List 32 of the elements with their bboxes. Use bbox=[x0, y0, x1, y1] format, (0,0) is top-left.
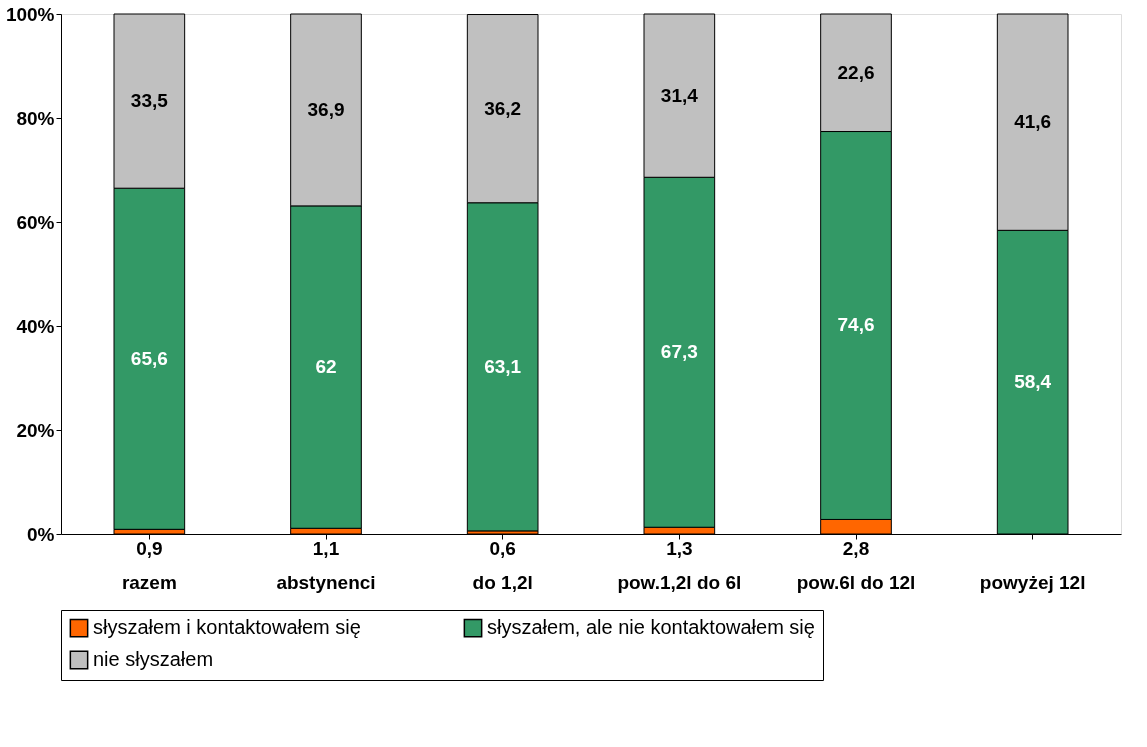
data-label: 31,4 bbox=[660, 84, 699, 106]
y-tick-label: 0% bbox=[27, 523, 55, 545]
data-label: 22,6 bbox=[837, 61, 875, 83]
data-label: 67,3 bbox=[660, 341, 698, 363]
y-tick-label: 100% bbox=[5, 3, 55, 25]
data-label: 74,6 bbox=[837, 314, 875, 336]
data-label: 1,1 bbox=[312, 538, 340, 559]
data-label: 65,6 bbox=[130, 347, 168, 369]
data-label: 62 bbox=[315, 356, 337, 378]
x-tick-label: powyżej 12l bbox=[979, 571, 1086, 593]
data-label: 2,8 bbox=[842, 538, 870, 559]
data-label: 0,9 bbox=[136, 538, 163, 559]
legend-label: słyszałem i kontaktowałem się bbox=[93, 616, 361, 639]
y-tick-label: 40% bbox=[16, 315, 55, 337]
y-tick-label: 80% bbox=[16, 107, 55, 129]
legend-label: słyszałem, ale nie kontaktowałem się bbox=[487, 616, 815, 639]
data-label: 36,9 bbox=[307, 98, 345, 120]
data-label: 41,6 bbox=[1014, 111, 1052, 133]
data-label: 33,5 bbox=[130, 90, 169, 112]
x-tick-label: do 1,2l bbox=[472, 571, 533, 593]
data-label: 0,6 bbox=[489, 538, 516, 559]
data-label: 58,4 bbox=[1014, 371, 1052, 393]
x-tick-label: abstynenci bbox=[276, 571, 376, 593]
y-tick-label: 60% bbox=[16, 211, 55, 233]
data-label: 1,3 bbox=[666, 538, 693, 559]
x-tick-label: pow.1,2l do 6l bbox=[617, 571, 742, 593]
x-tick-label: pow.6l do 12l bbox=[796, 571, 916, 593]
legend-label: nie słyszałem bbox=[93, 648, 214, 670]
x-tick-label: razem bbox=[121, 571, 177, 593]
y-tick-label: 20% bbox=[16, 419, 55, 441]
data-label: 36,2 bbox=[484, 97, 522, 119]
data-label: 63,1 bbox=[484, 355, 522, 377]
